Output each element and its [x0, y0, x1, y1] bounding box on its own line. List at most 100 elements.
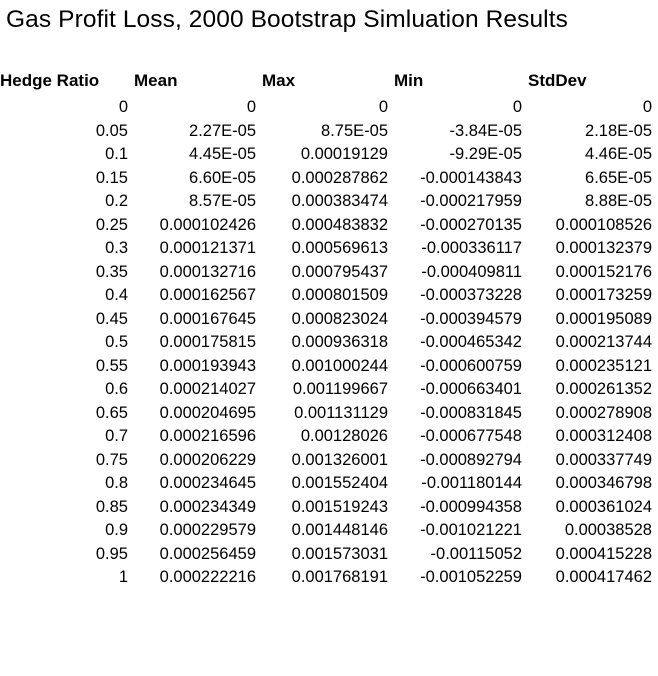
cell-min: -0.000831845	[420, 403, 522, 422]
table-row: 0.85 0.000234349 0.001519243 -0.000994358 0.…	[0, 496, 658, 520]
cell-mean: 0.000234645	[159, 474, 256, 492]
cell-hedge-ratio: 0.7	[105, 427, 128, 445]
cell-max: 0.000795437	[291, 262, 388, 281]
cell-min: -0.000409811	[421, 262, 522, 281]
cell-stddev: 0.000173259	[555, 286, 652, 304]
cell-stddev: 0.000235121	[555, 356, 652, 375]
cell-stddev: 6.65E-05	[585, 168, 652, 187]
cell-stddev: 0.000108526	[555, 215, 652, 234]
table-row: 0.05 2.27E-05 8.75E-05 -3.84E-05 2.18E-05	[0, 120, 658, 144]
cell-mean: 0.000206229	[159, 450, 256, 469]
cell-hedge-ratio: 0	[118, 98, 128, 116]
cell-mean: 8.57E-05	[189, 192, 256, 210]
cell-hedge-ratio: 0.95	[95, 544, 128, 563]
cell-hedge-ratio: 0.9	[105, 521, 128, 539]
cell-mean: 6.60E-05	[189, 168, 256, 187]
cell-max: 0.001768191	[291, 568, 388, 586]
cell-min: -3.84E-05	[449, 121, 522, 140]
cell-max: 0.000383474	[291, 192, 388, 210]
cell-mean: 0.000214027	[159, 380, 256, 398]
cell-max: 0.000823024	[291, 309, 388, 328]
cell-mean: 0.000234349	[159, 497, 256, 516]
cell-min: -0.000217959	[420, 192, 522, 210]
table-row: 0.8 0.000234645 0.001552404 -0.001180144 0.0…	[0, 472, 658, 496]
table-row: 0.15 6.60E-05 0.000287862 -0.000143843 6.65E…	[0, 167, 658, 191]
cell-stddev: 0.000312408	[555, 427, 652, 445]
cell-min: -9.29E-05	[449, 145, 522, 163]
cell-mean: 0	[246, 98, 256, 116]
cell-hedge-ratio: 0.4	[105, 286, 128, 304]
cell-mean: 2.27E-05	[189, 121, 256, 140]
cell-stddev: 0.000346798	[555, 474, 652, 492]
cell-max: 0.000936318	[291, 333, 388, 351]
cell-hedge-ratio: 0.45	[95, 309, 128, 328]
cell-hedge-ratio: 0.55	[95, 356, 128, 375]
table-row: 0.35 0.000132716 0.000795437 -0.000409811 0.…	[0, 261, 658, 285]
table-row: 0.25 0.000102426 0.000483832 -0.000270135 0.…	[0, 214, 658, 238]
cell-mean: 0.000222216	[159, 568, 256, 586]
cell-mean: 0.000204695	[159, 403, 256, 422]
cell-stddev: 0.000337749	[555, 450, 652, 469]
cell-stddev: 2.18E-05	[585, 121, 652, 140]
cell-stddev: 0.000417462	[555, 568, 652, 586]
cell-min: -0.001021221	[420, 521, 522, 539]
table-row: 0.45 0.000167645 0.000823024 -0.000394579 0.…	[0, 308, 658, 332]
cell-mean: 0.000193943	[159, 356, 256, 375]
cell-mean: 0.000102426	[159, 215, 256, 234]
cell-max: 0.001000244	[291, 356, 388, 375]
cell-min: -0.000465342	[420, 333, 522, 351]
cell-max: 0.00128026	[300, 427, 388, 445]
cell-mean: 0.000256459	[159, 544, 256, 563]
cell-max: 0.001552404	[291, 474, 388, 492]
cell-stddev: 0.000195089	[555, 309, 652, 328]
table-row: 0 0 0 0 0	[0, 96, 658, 120]
cell-hedge-ratio: 0.75	[95, 450, 128, 469]
header-mean: Mean	[134, 71, 178, 90]
table-row: 0.7 0.000216596 0.00128026 -0.000677548 0.00…	[0, 425, 658, 449]
cell-hedge-ratio: 0.05	[95, 121, 128, 140]
cell-min: -0.000373228	[420, 286, 522, 304]
cell-mean: 0.000121371	[159, 239, 256, 257]
cell-max: 0.000287862	[291, 168, 388, 187]
cell-mean: 0.000132716	[159, 262, 256, 281]
cell-stddev: 8.88E-05	[585, 192, 652, 210]
cell-max: 0.001573031	[291, 544, 388, 563]
cell-mean: 0.000167645	[159, 309, 256, 328]
results-table: Hedge Ratio Mean Max Min StdDev 0 0 0 0 0 0.0…	[0, 65, 658, 590]
cell-mean: 0.000216596	[159, 427, 256, 445]
cell-hedge-ratio: 0.65	[95, 403, 128, 422]
cell-min: -0.000336117	[421, 239, 522, 257]
cell-stddev: 0.000361024	[555, 497, 652, 516]
cell-hedge-ratio: 0.85	[95, 497, 128, 516]
cell-stddev: 0	[642, 98, 652, 116]
table-row: 0.1 4.45E-05 0.00019129 -9.29E-05 4.46E-05	[0, 143, 658, 167]
cell-min: -0.000600759	[420, 356, 522, 375]
table-row: 0.2 8.57E-05 0.000383474 -0.000217959 8.88E-…	[0, 190, 658, 214]
table-row: 0.55 0.000193943 0.001000244 -0.000600759 0.…	[0, 355, 658, 379]
table-row: 0.65 0.000204695 0.001131129 -0.000831845 0.…	[0, 402, 658, 426]
cell-stddev: 0.000278908	[555, 403, 652, 422]
cell-min: -0.000143843	[420, 168, 522, 187]
cell-max: 0.001326001	[291, 450, 388, 469]
table-row: 0.6 0.000214027 0.001199667 -0.000663401 0.0…	[0, 378, 658, 402]
cell-max: 0.000483832	[291, 215, 388, 234]
cell-max: 0.001199667	[292, 380, 388, 398]
cell-min: -0.001180144	[421, 474, 522, 492]
header-stddev: StdDev	[528, 71, 587, 90]
header-min: Min	[394, 71, 424, 90]
cell-hedge-ratio: 0.1	[105, 145, 128, 163]
cell-min: -0.000994358	[420, 497, 522, 516]
cell-hedge-ratio: 0.3	[105, 239, 128, 257]
cell-min: -0.000677548	[420, 427, 522, 445]
table-row: 0.4 0.000162567 0.000801509 -0.000373228 0.0…	[0, 284, 658, 308]
table-row: 0.95 0.000256459 0.001573031 -0.00115052 0.0…	[0, 543, 658, 567]
table-row: 1 0.000222216 0.001768191 -0.001052259 0.000…	[0, 566, 658, 590]
table-body: 0 0 0 0 0 0.05 2.27E-05 8.75E-05 -3.84E-05 2.18E-…	[0, 96, 658, 590]
cell-stddev: 0.000261352	[555, 380, 652, 398]
cell-max: 0	[378, 98, 388, 116]
cell-stddev: 0.000213744	[555, 333, 652, 351]
cell-max: 0.00019129	[300, 145, 388, 163]
cell-hedge-ratio: 0.25	[95, 215, 128, 234]
cell-min: -0.001052259	[420, 568, 522, 586]
cell-mean: 0.000229579	[159, 521, 256, 539]
